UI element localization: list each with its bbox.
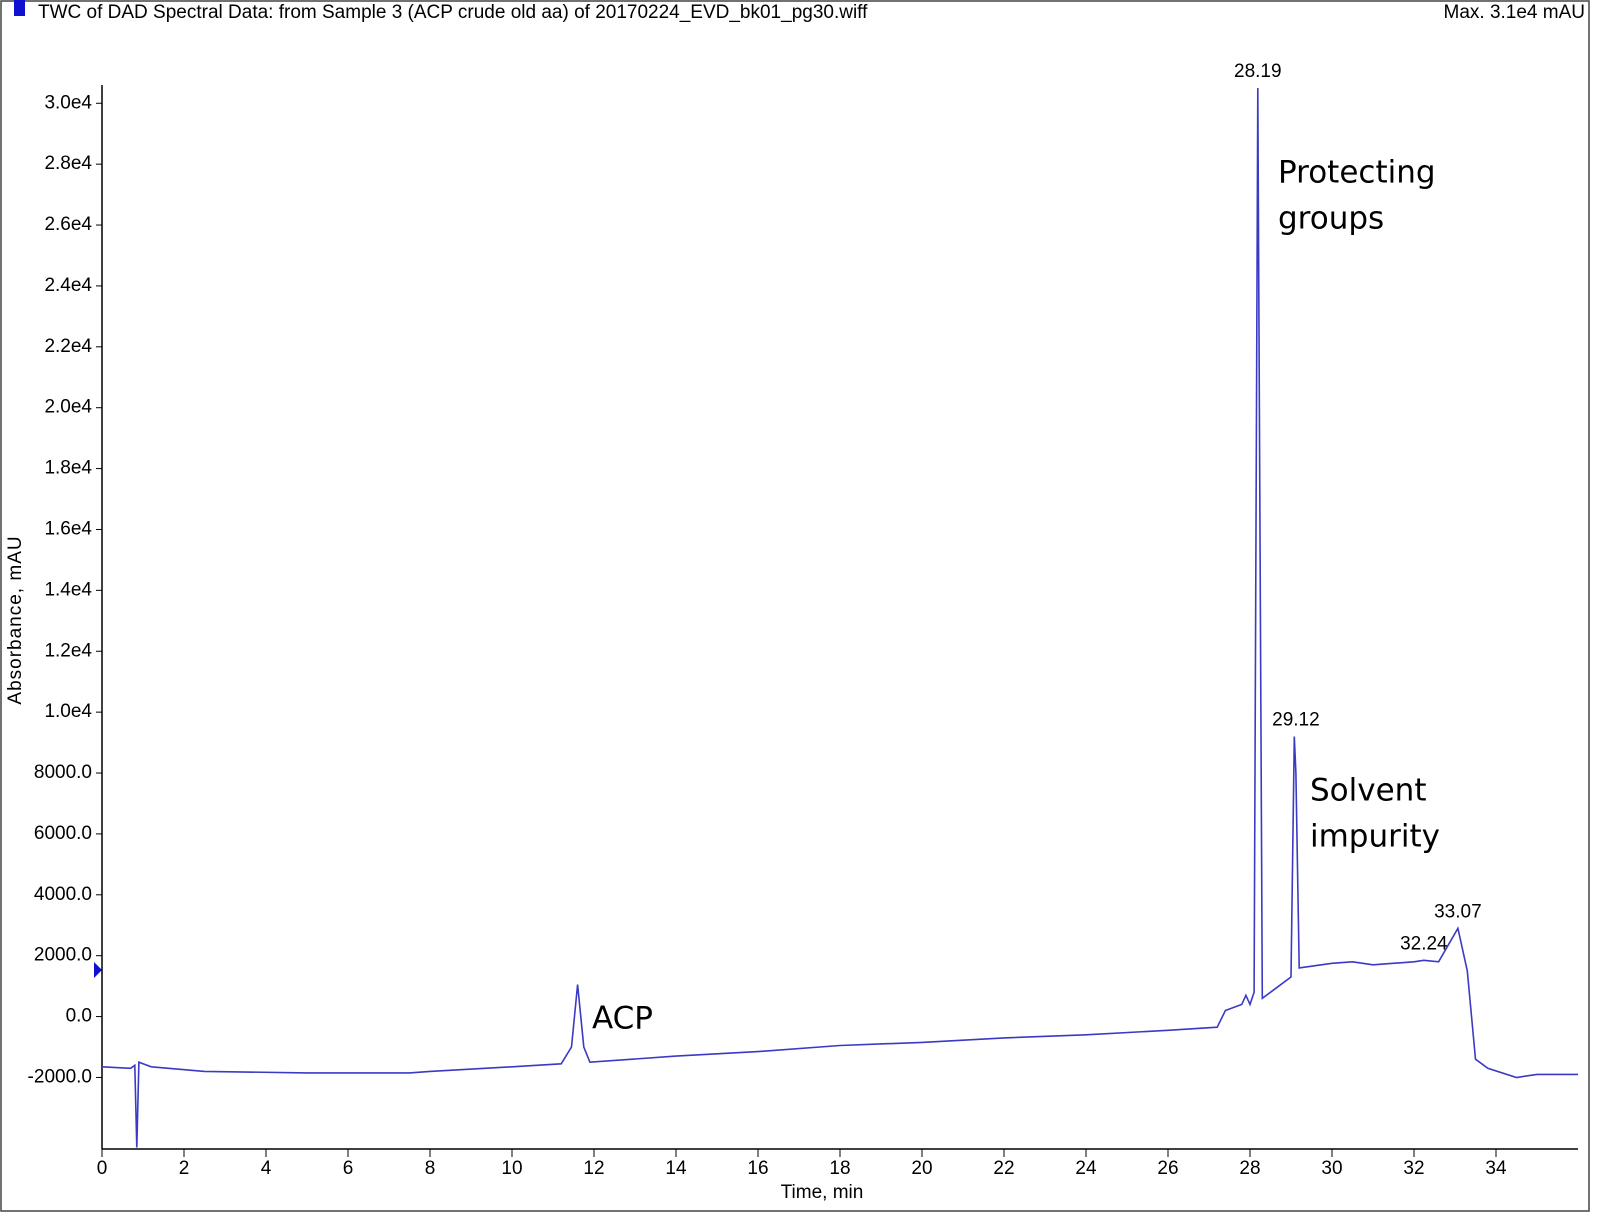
y-tick-label: 8000.0 bbox=[34, 762, 92, 783]
x-tick-label: 6 bbox=[343, 1158, 354, 1179]
x-tick-label: 28 bbox=[1239, 1158, 1260, 1179]
x-tick-label: 4 bbox=[261, 1158, 272, 1179]
annotation: groups bbox=[1278, 201, 1384, 237]
y-axis-label: Absorbance, mAU bbox=[5, 535, 26, 704]
annotation: impurity bbox=[1310, 819, 1440, 855]
x-tick-label: 14 bbox=[665, 1158, 687, 1179]
x-axis-label: Time, min bbox=[781, 1182, 864, 1203]
baseline-marker bbox=[94, 962, 102, 978]
y-tick-label: 2.0e4 bbox=[44, 397, 92, 418]
x-tick-label: 16 bbox=[747, 1158, 768, 1179]
y-tick-label: 1.4e4 bbox=[44, 579, 92, 600]
trace-icon bbox=[14, 0, 25, 16]
x-tick-label: 30 bbox=[1321, 1158, 1342, 1179]
y-tick-label: 2.6e4 bbox=[44, 214, 92, 235]
x-tick-label: 32 bbox=[1403, 1158, 1424, 1179]
y-tick-label: 2.4e4 bbox=[44, 275, 92, 296]
y-tick-label: 2.2e4 bbox=[44, 336, 92, 357]
y-tick-label: 1.6e4 bbox=[44, 518, 92, 539]
peak-label: 28.19 bbox=[1234, 61, 1282, 82]
x-tick-label: 22 bbox=[993, 1158, 1014, 1179]
peak-label: 32.24 bbox=[1400, 933, 1448, 954]
x-tick-label: 20 bbox=[911, 1158, 932, 1179]
x-tick-label: 8 bbox=[425, 1158, 436, 1179]
annotation: ACP bbox=[592, 1001, 653, 1037]
y-tick-label: 0.0 bbox=[66, 1006, 92, 1027]
y-tick-label: 1.8e4 bbox=[44, 458, 92, 479]
x-tick-label: 26 bbox=[1157, 1158, 1178, 1179]
y-tick-label: 6000.0 bbox=[34, 823, 92, 844]
annotation: Solvent bbox=[1310, 773, 1426, 809]
x-tick-label: 2 bbox=[179, 1158, 190, 1179]
y-tick-label: 1.2e4 bbox=[44, 640, 92, 661]
annotation: Protecting bbox=[1278, 155, 1436, 191]
y-tick-label: 4000.0 bbox=[34, 884, 92, 905]
x-tick-label: 18 bbox=[829, 1158, 850, 1179]
x-tick-label: 12 bbox=[583, 1158, 604, 1179]
chart-title: TWC of DAD Spectral Data: from Sample 3 … bbox=[38, 2, 868, 23]
y-tick-label: 2000.0 bbox=[34, 945, 92, 966]
y-tick-label: 3.0e4 bbox=[44, 92, 92, 113]
x-tick-label: 34 bbox=[1485, 1158, 1507, 1179]
peak-label: 33.07 bbox=[1434, 901, 1482, 922]
y-tick-label: -2000.0 bbox=[28, 1066, 92, 1087]
trace bbox=[101, 87, 1578, 1148]
y-tick-label: 1.0e4 bbox=[44, 701, 92, 722]
max-label: Max. 3.1e4 mAU bbox=[1444, 2, 1586, 23]
y-tick-label: 2.8e4 bbox=[44, 153, 92, 174]
x-tick-label: 10 bbox=[501, 1158, 522, 1179]
x-tick-label: 24 bbox=[1075, 1158, 1097, 1179]
peak-label: 29.12 bbox=[1272, 710, 1320, 731]
x-tick-label: 0 bbox=[97, 1158, 108, 1179]
